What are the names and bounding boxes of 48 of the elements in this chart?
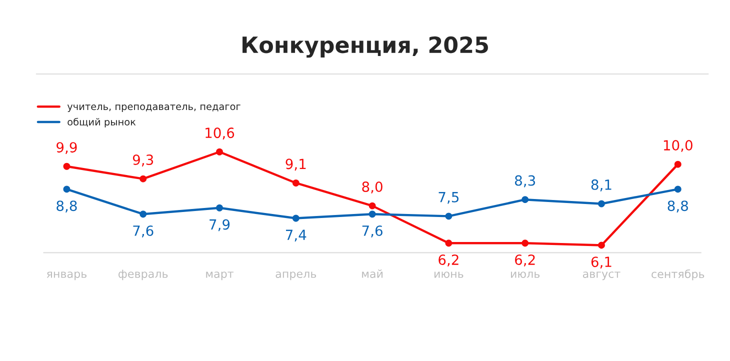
data-label: 8,8 xyxy=(56,200,77,212)
data-label: 6,2 xyxy=(515,254,535,266)
point xyxy=(445,240,452,247)
x-tick-label: июль xyxy=(510,272,540,278)
data-label: 10,6 xyxy=(206,128,234,140)
data-label: 9,3 xyxy=(132,154,154,166)
data-label: 8,3 xyxy=(514,175,536,188)
point xyxy=(63,186,70,193)
legend-label: учитель, преподаватель, педагог xyxy=(67,104,240,112)
point xyxy=(368,202,376,210)
data-label: 7,5 xyxy=(438,192,459,204)
point xyxy=(140,210,147,218)
x-tick-label: июнь xyxy=(434,272,464,278)
x-tick-label: апрель xyxy=(276,272,316,280)
point xyxy=(598,242,605,249)
data-label: 9,9 xyxy=(56,142,77,154)
data-label: 10,0 xyxy=(664,140,692,152)
data-label: 7,6 xyxy=(133,225,154,238)
data-label: 8,0 xyxy=(362,182,382,194)
point xyxy=(140,175,147,182)
data-label: 7,9 xyxy=(210,219,230,232)
data-label: 8,8 xyxy=(668,200,688,212)
data-label: 8,1 xyxy=(591,179,612,192)
point xyxy=(292,214,300,222)
point xyxy=(522,196,529,204)
chart-title: Конкуренция, 2025 xyxy=(242,36,488,58)
point xyxy=(63,162,70,170)
data-label: 6,2 xyxy=(438,254,458,266)
point xyxy=(522,240,529,247)
point xyxy=(674,160,682,168)
x-tick-label: март xyxy=(206,272,234,280)
x-tick-label: февраль xyxy=(118,270,168,280)
x-tick-label: май xyxy=(362,269,382,278)
legend-label: общий рынок xyxy=(68,118,136,128)
point xyxy=(445,212,452,220)
data-label: 7,6 xyxy=(362,225,382,238)
x-tick-label: сентябрь xyxy=(652,269,704,280)
point xyxy=(216,148,223,156)
x-tick-label: август xyxy=(582,272,620,280)
data-label: 7,4 xyxy=(286,230,306,242)
point xyxy=(292,180,300,186)
data-label: 6,1 xyxy=(591,256,612,269)
point xyxy=(368,210,376,218)
point xyxy=(598,200,605,208)
point xyxy=(674,186,682,193)
x-tick-label: январь xyxy=(46,272,87,280)
point xyxy=(216,204,223,212)
data-label: 9,1 xyxy=(286,158,306,171)
